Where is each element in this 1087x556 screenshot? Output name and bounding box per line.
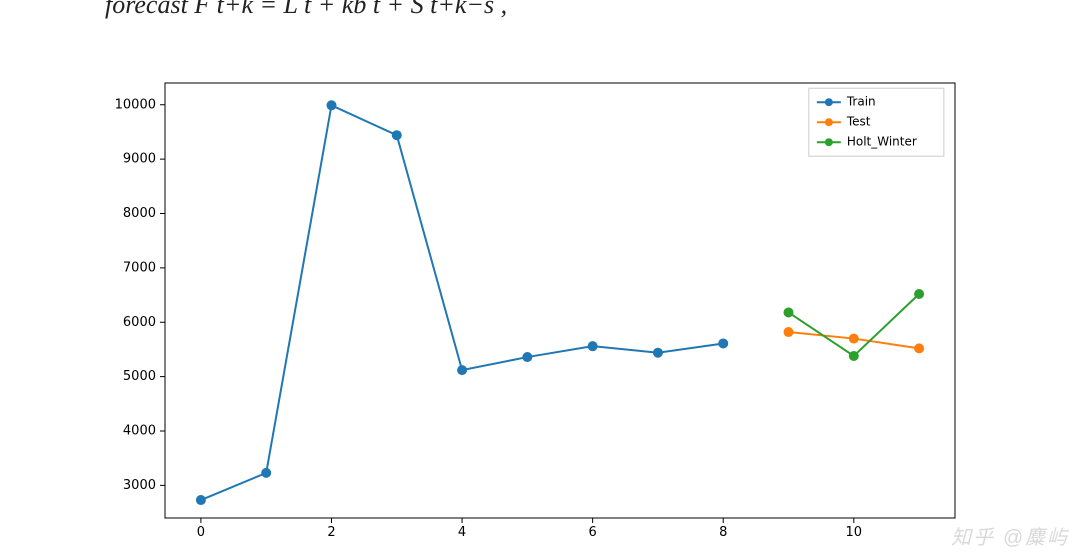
ytick-label: 10000	[115, 97, 156, 112]
ytick-label: 5000	[123, 369, 156, 384]
line-chart: 3000 4000 5000 6000 7000 8000 9000 10000 0 2 4 6 8 10…	[110, 75, 1070, 550]
ytick-label: 9000	[123, 152, 156, 167]
legend-label: Train	[846, 95, 876, 109]
ytick-label: 8000	[123, 206, 156, 221]
series-marker-train	[261, 468, 271, 478]
series-marker-train	[653, 348, 663, 358]
ytick-label: 4000	[123, 424, 156, 439]
series-marker-train	[522, 352, 532, 362]
series-marker-test	[784, 327, 794, 337]
formula-text: forecast F t+k = L t + kb t + S t+k−s ,	[105, 0, 507, 20]
series-marker-train	[718, 338, 728, 348]
series-marker-test	[914, 343, 924, 353]
series-marker-holt_winter	[849, 351, 859, 361]
ytick-label: 3000	[123, 478, 156, 493]
legend-swatch-marker	[825, 98, 833, 106]
series-marker-train	[196, 495, 206, 505]
legend-label: Holt_Winter	[847, 135, 917, 149]
xtick-label: 4	[458, 525, 466, 540]
series-marker-train	[326, 100, 336, 110]
series-marker-train	[588, 341, 598, 351]
series-marker-test	[849, 334, 859, 344]
legend-label: Test	[846, 115, 871, 129]
series-marker-holt_winter	[914, 289, 924, 299]
xtick-label: 8	[719, 525, 727, 540]
ytick-label: 7000	[123, 260, 156, 275]
chart-container: 3000 4000 5000 6000 7000 8000 9000 10000 0 2 4 6 8 10…	[110, 75, 1070, 550]
series-marker-holt_winter	[784, 307, 794, 317]
legend-swatch-marker	[825, 118, 833, 126]
series-marker-train	[392, 130, 402, 140]
ytick-label: 6000	[123, 315, 156, 330]
xtick-label: 6	[589, 525, 597, 540]
xtick-label: 10	[846, 525, 863, 540]
xtick-label: 2	[327, 525, 335, 540]
legend-swatch-marker	[825, 138, 833, 146]
series-marker-train	[457, 365, 467, 375]
xtick-label: 0	[197, 525, 205, 540]
